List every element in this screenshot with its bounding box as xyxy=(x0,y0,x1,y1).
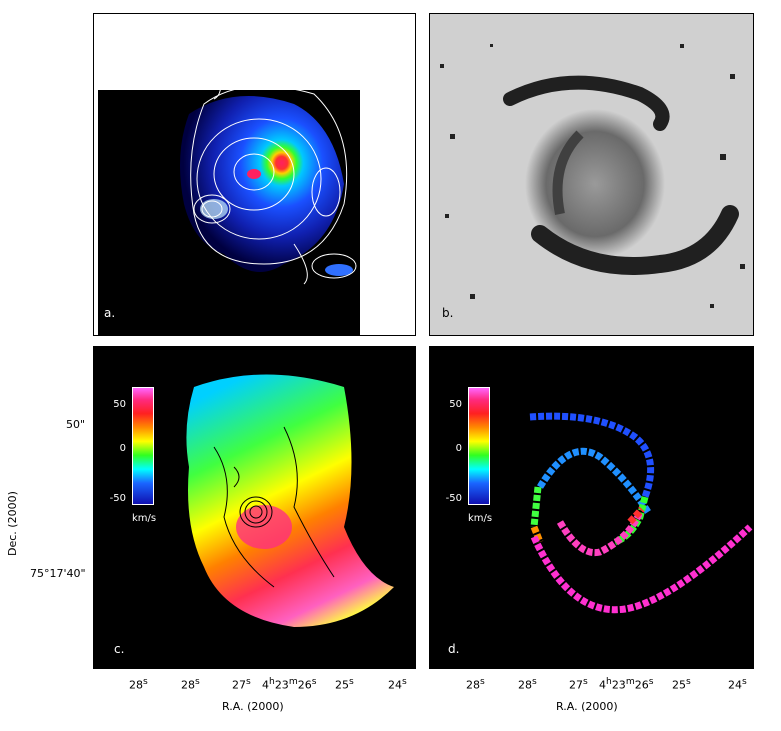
contours-c xyxy=(213,426,335,588)
galaxy-emission xyxy=(180,96,344,272)
panel-a: a. xyxy=(93,13,416,336)
colorbar-tick-0: 0 xyxy=(455,443,462,454)
track-north-inner xyxy=(536,447,651,514)
spiral-arm-south xyxy=(531,205,739,275)
x-tick-c-5: 25s xyxy=(335,676,354,692)
track-north-outer xyxy=(529,412,655,499)
x-axis-title-d: R.A. (2000) xyxy=(556,700,618,713)
x-tick-d-3: 27s xyxy=(569,676,588,692)
y-tick-50: 50" xyxy=(66,418,86,431)
spiral-arm-north xyxy=(503,75,670,131)
panel-c-image xyxy=(186,374,394,627)
track-south-inner xyxy=(556,510,644,557)
x-tick-c-2: 28s xyxy=(181,676,200,692)
panel-b: b. xyxy=(429,13,754,336)
panel-c-label: c. xyxy=(114,642,125,656)
colorbar-tick-minus-50: -50 xyxy=(445,493,462,504)
x-tick-d-1: 28s xyxy=(466,676,485,692)
x-tick-c-3: 27s xyxy=(232,676,251,692)
velocity-colorbar-c xyxy=(132,387,154,505)
panel-c: 50 0 -50 km/s c. xyxy=(93,346,416,669)
panel-d-image xyxy=(529,412,753,614)
x-tick-d-6: 24s xyxy=(728,676,747,692)
x-tick-d-2: 28s xyxy=(518,676,537,692)
track-south-outer xyxy=(530,524,753,614)
panel-a-image xyxy=(98,73,360,335)
y-axis-title: Dec. (2000) xyxy=(6,491,19,556)
contours-a xyxy=(190,73,357,285)
panel-b-image xyxy=(440,44,745,308)
x-tick-c-4: 4h23m26s xyxy=(262,676,317,692)
y-tick-75-17-40: 75°17'40" xyxy=(30,567,86,580)
colorbar-tick-minus-50: -50 xyxy=(109,493,126,504)
colorbar-tick-50: 50 xyxy=(449,399,462,410)
velocity-colorbar-d xyxy=(468,387,490,505)
x-tick-c-1: 28s xyxy=(129,676,148,692)
x-tick-c-6: 24s xyxy=(388,676,407,692)
x-tick-d-5: 25s xyxy=(672,676,691,692)
velocity-field xyxy=(186,374,394,627)
panel-d-label: d. xyxy=(448,642,460,656)
panel-b-label: b. xyxy=(442,306,454,320)
panel-a-label: a. xyxy=(104,306,116,320)
colorbar-tick-50: 50 xyxy=(113,399,126,410)
colorbar-unit: km/s xyxy=(468,513,493,524)
colorbar-unit: km/s xyxy=(132,513,157,524)
panel-d: 50 0 -50 km/s d. xyxy=(429,346,754,669)
x-axis-title-c: R.A. (2000) xyxy=(222,700,284,713)
x-tick-d-4: 4h23m26s xyxy=(599,676,654,692)
colorbar-tick-0: 0 xyxy=(119,443,126,454)
